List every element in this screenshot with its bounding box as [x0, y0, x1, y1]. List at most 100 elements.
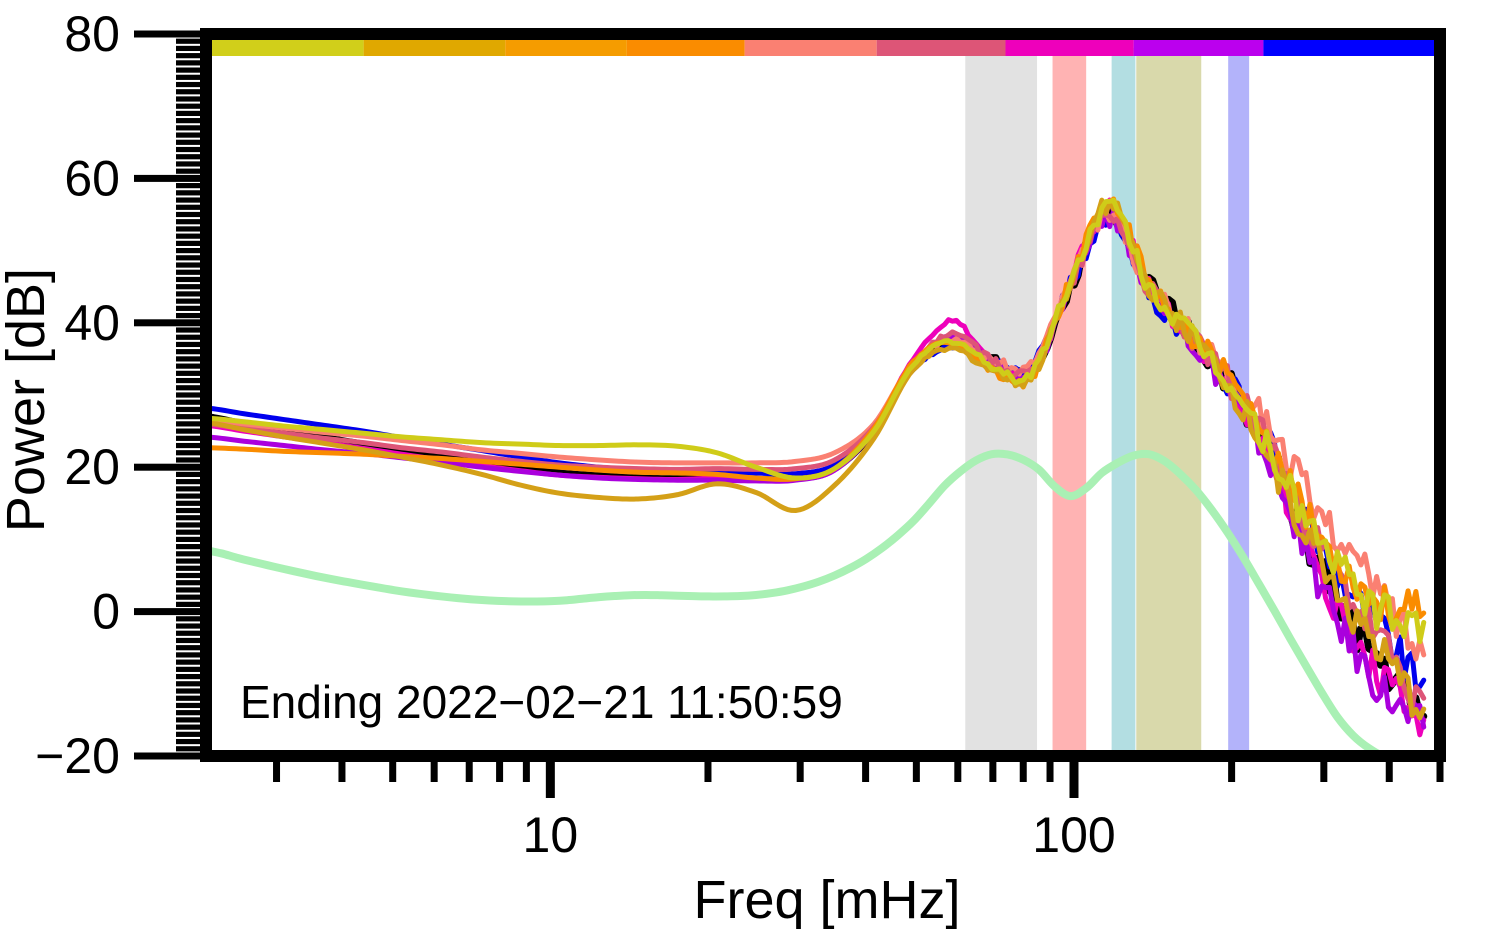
- y-tick-label: 80: [64, 6, 120, 62]
- y-minor-tick: [176, 673, 206, 680]
- x-axis-ticks: [273, 756, 1444, 798]
- y-minor-tick: [176, 139, 206, 145]
- y-minor-tick: [176, 637, 206, 644]
- colorbar-segment-1: [363, 40, 506, 56]
- ending-timestamp-annotation: Ending 2022−02−21 11:50:59: [240, 676, 843, 728]
- y-minor-tick: [176, 38, 206, 44]
- curve-noise-floor-green: [202, 449, 1428, 762]
- y-minor-tick: [176, 81, 206, 88]
- y-minor-tick: [176, 710, 206, 716]
- y-minor-tick: [176, 645, 206, 651]
- y-minor-tick: [176, 74, 206, 80]
- y-minor-tick: [176, 190, 206, 196]
- y-minor-tick: [176, 515, 206, 521]
- y-minor-tick: [176, 450, 206, 456]
- x-minor-tick: [954, 756, 962, 782]
- y-tick-label: 0: [92, 584, 120, 640]
- y-minor-tick: [176, 312, 206, 319]
- spectra-curves-group: [202, 196, 1428, 762]
- x-minor-tick: [522, 756, 530, 782]
- y-minor-tick: [176, 219, 206, 225]
- y-axis-ticks: [134, 30, 206, 760]
- y-minor-tick: [176, 471, 206, 478]
- y-minor-tick: [176, 349, 206, 355]
- y-minor-tick: [176, 746, 206, 752]
- frame-bottom: [200, 750, 1446, 762]
- y-minor-tick: [176, 204, 206, 210]
- y-minor-tick: [176, 623, 206, 629]
- y-minor-tick: [176, 385, 206, 391]
- y-minor-tick: [176, 276, 206, 283]
- y-minor-tick: [176, 161, 206, 167]
- y-minor-tick: [176, 67, 206, 73]
- y-minor-tick: [176, 414, 206, 420]
- y-minor-tick: [176, 60, 206, 66]
- y-minor-tick: [176, 233, 206, 239]
- y-minor-tick: [176, 601, 206, 607]
- y-minor-tick: [176, 702, 206, 709]
- colorbar-segment-6: [1005, 40, 1134, 56]
- x-tick-label: 10: [523, 807, 579, 863]
- y-tick-label: 20: [64, 439, 120, 495]
- x-minor-tick: [796, 756, 804, 782]
- y-minor-tick: [176, 442, 206, 449]
- y-minor-tick: [176, 334, 206, 340]
- y-minor-tick: [176, 435, 206, 441]
- y-minor-tick: [176, 327, 206, 333]
- x-minor-tick: [1436, 756, 1444, 782]
- colorbar-segment-5: [876, 40, 1006, 56]
- colorbar-segment-7: [1133, 40, 1264, 56]
- y-major-tick: [134, 752, 206, 760]
- y-minor-tick: [176, 110, 206, 117]
- x-major-tick: [1069, 756, 1079, 798]
- y-minor-tick: [176, 522, 206, 528]
- y-minor-tick: [176, 565, 206, 571]
- x-minor-tick: [465, 756, 473, 782]
- y-tick-label: 60: [64, 150, 120, 206]
- y-minor-tick: [176, 118, 206, 124]
- y-minor-tick: [176, 536, 206, 542]
- x-axis-tick-labels: 10 100: [523, 807, 1116, 863]
- y-minor-tick: [176, 132, 206, 138]
- y-minor-tick: [176, 392, 206, 398]
- y-minor-tick: [176, 616, 206, 622]
- y-minor-tick: [176, 240, 206, 246]
- y-minor-tick: [176, 724, 206, 730]
- colorbar-segment-3: [626, 40, 745, 56]
- y-minor-tick: [176, 96, 206, 102]
- y-minor-tick: [176, 594, 206, 600]
- frequency-colorbar: [208, 40, 1438, 56]
- y-minor-tick: [176, 558, 206, 564]
- x-tick-label: 100: [1032, 807, 1115, 863]
- y-minor-tick: [176, 421, 206, 427]
- x-minor-tick: [496, 756, 504, 782]
- x-minor-tick: [338, 756, 346, 782]
- x-minor-tick: [430, 756, 438, 782]
- y-minor-tick: [176, 500, 206, 506]
- colorbar-segment-4: [744, 40, 877, 56]
- y-axis-label: Power [dB]: [0, 268, 56, 532]
- y-minor-tick: [176, 652, 206, 658]
- y-minor-tick: [176, 154, 206, 160]
- x-minor-tick: [912, 756, 920, 782]
- y-minor-tick: [176, 356, 206, 362]
- y-minor-tick: [176, 717, 206, 723]
- band-cyan: [1111, 48, 1136, 756]
- frame-right: [1434, 28, 1446, 762]
- y-minor-tick: [176, 284, 206, 290]
- x-minor-tick: [1046, 756, 1054, 782]
- y-minor-tick: [176, 248, 206, 254]
- y-major-tick: [134, 463, 206, 471]
- y-tick-label: 40: [64, 295, 120, 351]
- y-minor-tick: [176, 681, 206, 687]
- y-minor-tick: [176, 572, 206, 579]
- y-minor-tick: [176, 666, 206, 672]
- band-khaki: [1136, 48, 1202, 756]
- x-minor-tick: [704, 756, 712, 782]
- y-minor-tick: [176, 479, 206, 485]
- y-minor-tick: [176, 255, 206, 261]
- y-minor-tick: [176, 125, 206, 131]
- x-axis-label: Freq [mHz]: [693, 870, 960, 930]
